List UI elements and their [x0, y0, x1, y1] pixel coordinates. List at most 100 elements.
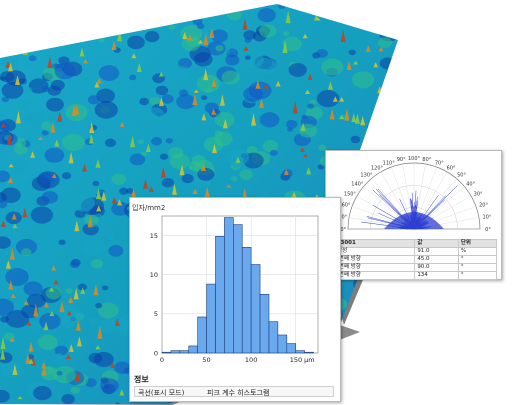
surface-valley [361, 7, 373, 17]
surface-valley [191, 155, 207, 167]
surface-valley [165, 137, 173, 144]
surface-peak [282, 40, 288, 53]
surface-valley [388, 4, 396, 5]
surface-peak [80, 287, 86, 294]
surface-valley [350, 135, 361, 144]
surface-valley [106, 234, 115, 241]
histogram-bar [224, 217, 234, 354]
surface-valley [15, 238, 38, 256]
surface-valley [10, 160, 28, 174]
surface-peak [383, 141, 389, 146]
surface-peak [251, 112, 257, 126]
surface-valley [44, 147, 65, 163]
peak-count-histogram: 입자/mm2 0 5 10 15 0 50 100 150 µm [132, 203, 319, 364]
surface-valley [139, 97, 149, 106]
surface-peak [9, 247, 15, 260]
surface-valley [159, 4, 176, 11]
surface-valley [23, 281, 43, 297]
surface-valley [201, 95, 208, 101]
surface-valley [90, 259, 104, 269]
surface-valley [259, 112, 280, 128]
surface-valley [374, 4, 386, 5]
surface-valley [140, 151, 148, 157]
info-row-value: 피크 계수 히스토그램 [207, 389, 270, 397]
surface-peak [291, 192, 297, 198]
surface-valley [345, 12, 364, 26]
surface-peak [68, 344, 74, 352]
surface-valley [0, 236, 11, 249]
surface-peak [88, 134, 94, 144]
x-tick-label: 100 [245, 356, 257, 364]
surface-valley [144, 30, 160, 43]
histogram-bar [268, 321, 279, 354]
surface-peak [53, 279, 59, 285]
surface-valley [89, 318, 98, 325]
surface-peak [299, 147, 305, 152]
surface-peak [43, 302, 49, 308]
table-header-cell: 단위 [457, 239, 498, 248]
surface-peak [204, 186, 210, 198]
surface-valley [70, 386, 81, 394]
polar-angle-label: 110° [383, 160, 396, 166]
surface-valley [214, 111, 235, 128]
surface-valley [53, 366, 76, 384]
surface-valley [58, 56, 70, 65]
surface-valley [72, 194, 95, 212]
surface-valley [301, 114, 307, 119]
surface-peak [54, 139, 60, 147]
histogram-bar [277, 334, 288, 354]
surface-peak [219, 94, 225, 106]
surface-peak [8, 62, 14, 72]
surface-peak [66, 310, 72, 316]
y-tick-label: 0 [154, 349, 158, 357]
surface-valley [390, 4, 398, 8]
table-cell: 세 번째 방향 [328, 271, 416, 280]
polar-angle-label: 70° [435, 160, 444, 166]
surface-valley [92, 180, 100, 187]
surface-valley [243, 86, 263, 102]
surface-valley [379, 339, 388, 346]
surface-peak [203, 68, 209, 81]
surface-peak [96, 205, 102, 212]
histogram-bar [197, 316, 207, 354]
table-cell: 두 번째 방향 [328, 263, 416, 272]
surface-peak [89, 121, 95, 134]
histogram-bar [170, 350, 181, 354]
surface-valley [362, 13, 380, 27]
surface-valley [115, 81, 121, 86]
surface-valley [348, 379, 361, 389]
surface-peak [13, 4, 19, 9]
histogram-bar [206, 283, 216, 354]
surface-valley [27, 354, 35, 360]
surface-valley [385, 130, 392, 136]
surface-valley [210, 29, 228, 43]
surface-peak [97, 325, 103, 339]
surface-valley [100, 378, 119, 393]
polar-rose-plot: 100°90° 80° 110° 70° 120° 60° 130° 50° 140° 40° 15… [334, 156, 492, 233]
surface-peak [7, 131, 13, 145]
histogram-bar [161, 351, 172, 354]
surface-peak [148, 186, 154, 193]
y-tick-label: 15 [150, 232, 158, 240]
table-cell: 90.0 [414, 263, 459, 272]
surface-valley [115, 402, 121, 404]
surface-valley [385, 112, 393, 119]
surface-valley [0, 298, 15, 316]
surface-valley [350, 8, 361, 16]
table-cell: ° [457, 255, 498, 264]
histogram-bar [286, 343, 297, 354]
surface-peak [300, 122, 306, 131]
surface-valley [127, 35, 145, 50]
surface-valley [352, 71, 375, 89]
surface-valley [55, 353, 64, 359]
table-header-cell: 값 [414, 239, 459, 248]
surface-peak [363, 14, 369, 26]
surface-valley [262, 140, 279, 152]
surface-valley [385, 344, 391, 349]
surface-peak [192, 93, 198, 105]
surface-valley [246, 146, 258, 155]
surface-peak [22, 43, 28, 56]
surface-peak [8, 177, 14, 183]
surface-valley [321, 58, 344, 76]
surface-valley [54, 63, 76, 80]
